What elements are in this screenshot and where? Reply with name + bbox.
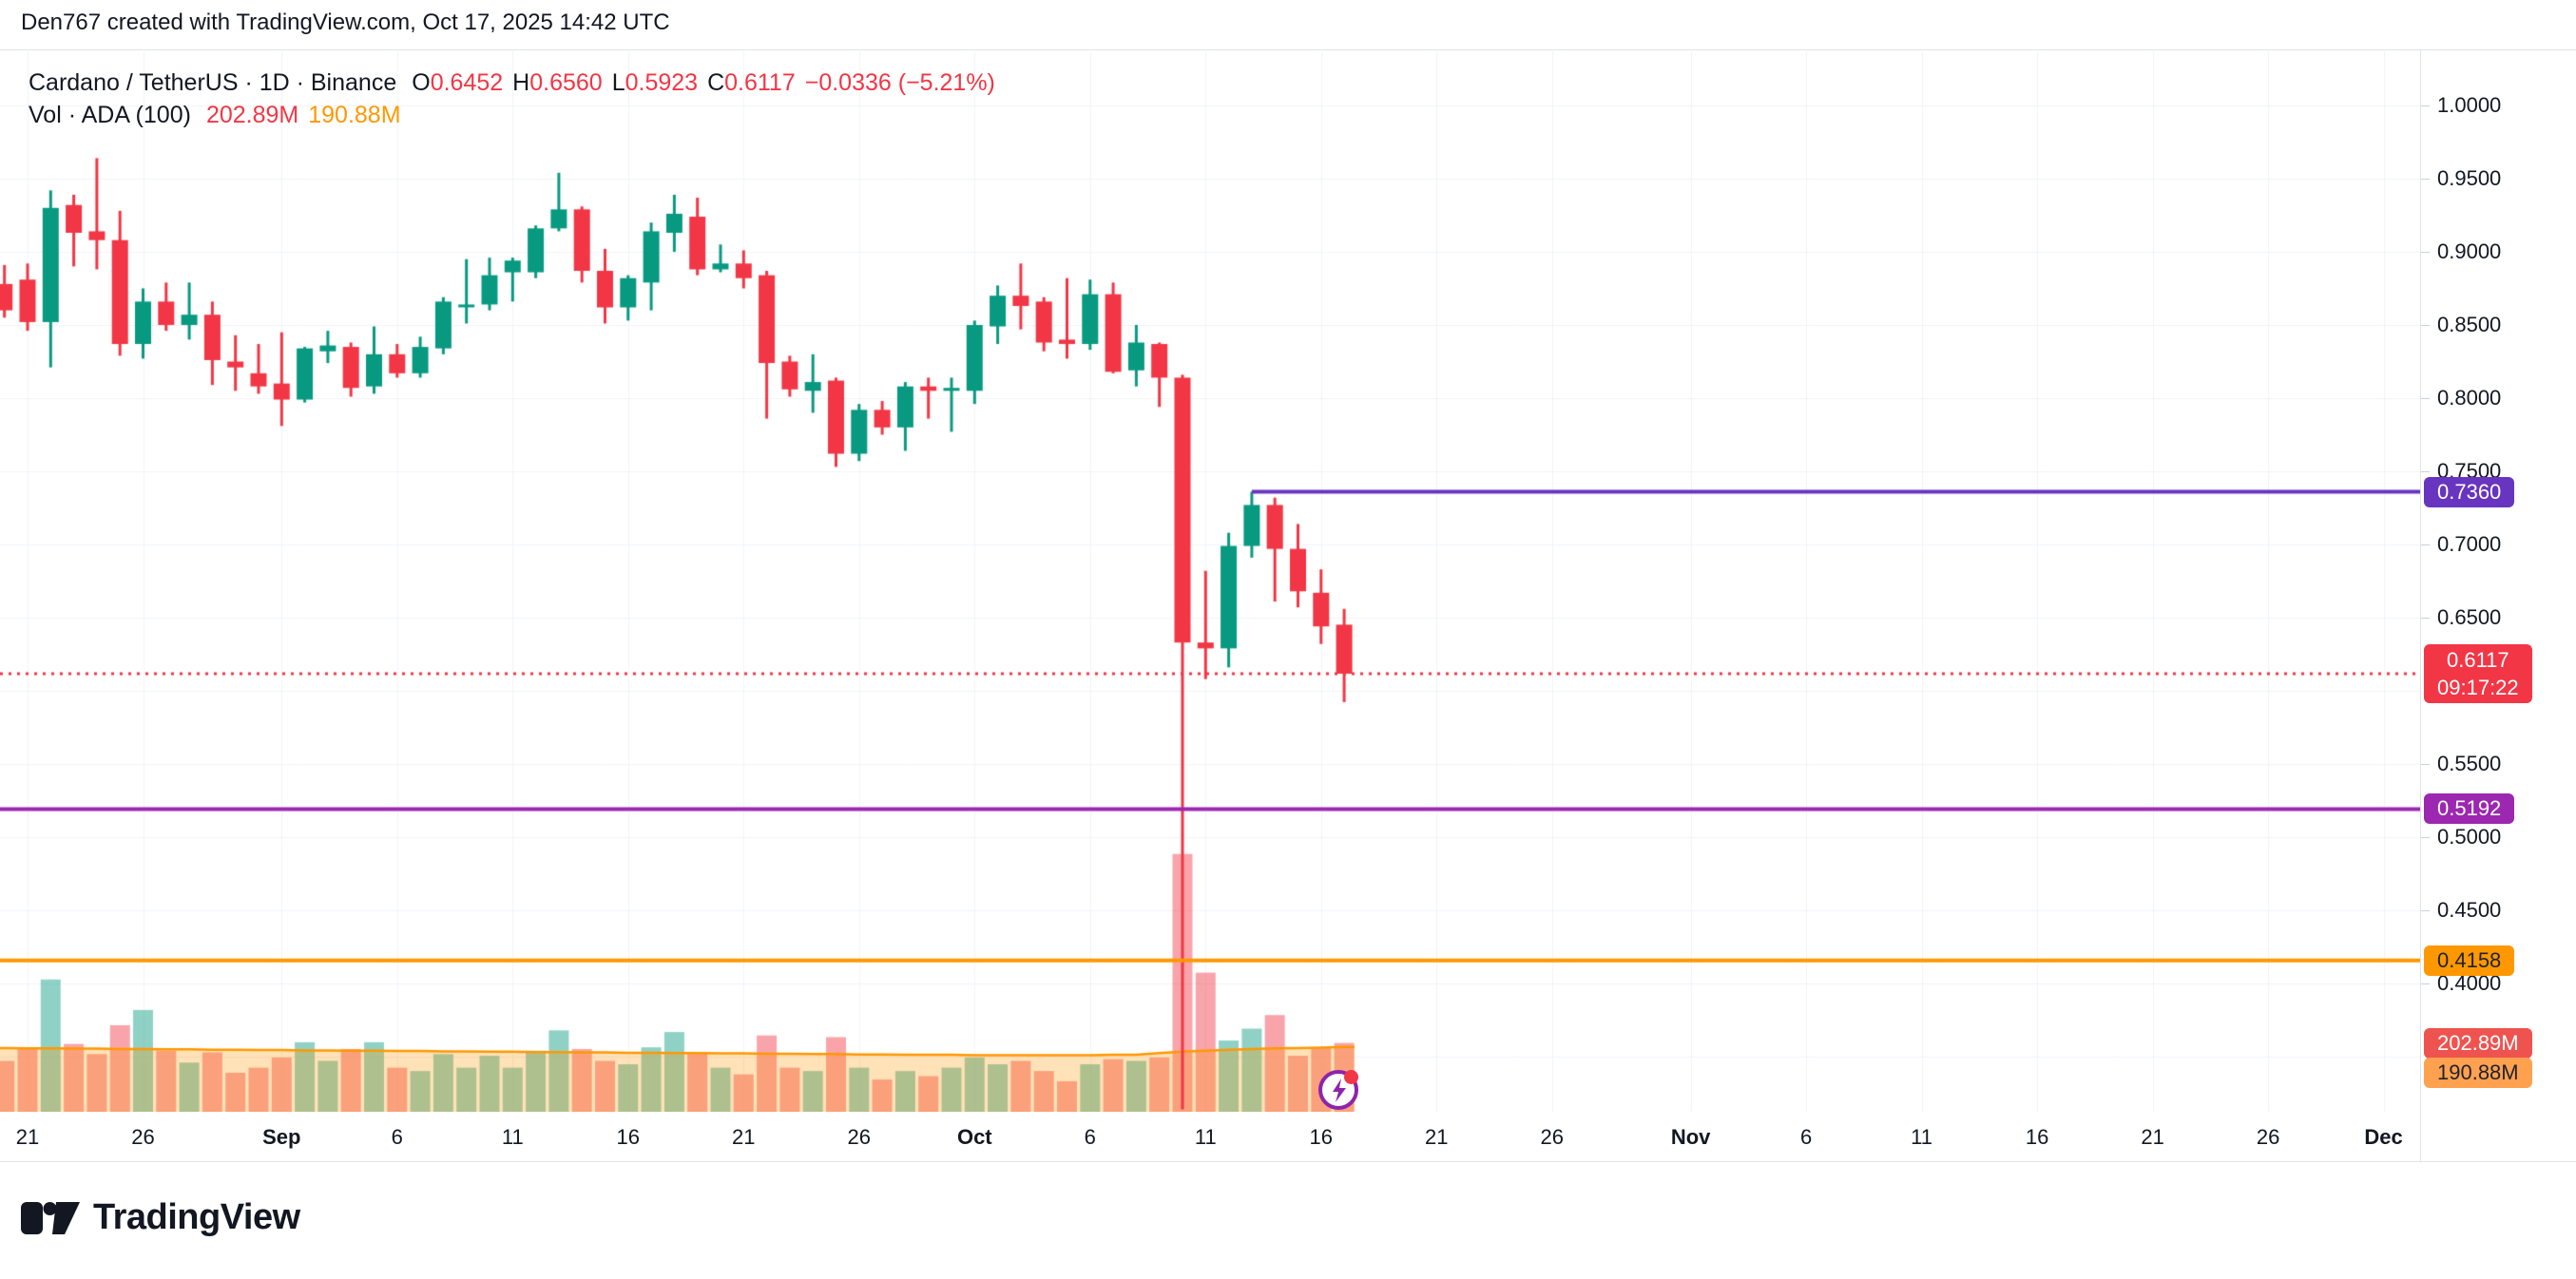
lightning-icon: [1333, 1079, 1346, 1102]
price-axis-tick: [2421, 471, 2430, 472]
time-axis-label: 21: [1425, 1125, 1449, 1149]
volume-ma-current-value: 190.88M: [308, 102, 401, 128]
volume-badge: 202.89M: [2424, 1027, 2532, 1059]
time-axis-label: 16: [616, 1125, 641, 1149]
symbol-title[interactable]: Cardano / TetherUS · 1D · Binance: [29, 69, 397, 96]
time-axis-label: 26: [131, 1125, 155, 1149]
volume-legend-row: Vol · ADA (100) 202.89M 190.88M: [29, 99, 995, 131]
tradingview-logo-text: TradingView: [93, 1197, 300, 1237]
chart-legend: Cardano / TetherUS · 1D · Binance O0.6452…: [29, 67, 995, 131]
time-axis-label: 26: [1540, 1125, 1565, 1149]
time-axis-label: 6: [1799, 1125, 1813, 1149]
time-axis-label: 21: [2141, 1125, 2164, 1149]
close-value: 0.6117: [724, 69, 796, 96]
price-axis-tick: [2421, 105, 2430, 106]
last-price-badge: 0.6117 09:17:22: [2424, 643, 2532, 703]
attribution-header: Den767 created with TradingView.com, Oct…: [21, 10, 670, 35]
notification-dot: [1344, 1070, 1358, 1084]
time-axis-label: Sep: [262, 1125, 301, 1149]
price-axis-label: 0.9000: [2437, 239, 2502, 263]
price-axis-label: 0.8000: [2437, 386, 2502, 410]
price-axis-label: 0.5000: [2437, 825, 2502, 849]
price-axis-tick: [2421, 983, 2430, 984]
price-chart-canvas[interactable]: [0, 49, 2420, 1112]
time-axis-label: 26: [2256, 1125, 2280, 1149]
open-value: 0.6452: [430, 69, 504, 96]
time-axis-label: 6: [391, 1125, 403, 1149]
price-axis-tick: [2421, 618, 2430, 619]
price-axis-tick: [2421, 398, 2430, 399]
level-badge-5192: 0.5192: [2424, 793, 2515, 825]
change-value: −0.0336 (−5.21%): [804, 69, 995, 96]
low-value: 0.5923: [625, 69, 699, 96]
lightning-marker-button[interactable]: [1318, 1070, 1358, 1110]
tradingview-footer-logo[interactable]: TradingView: [21, 1197, 300, 1238]
symbol-legend-row: Cardano / TetherUS · 1D · Binance O0.6452…: [29, 67, 995, 99]
volume-current-value: 202.89M: [205, 102, 299, 128]
time-axis-label: 16: [2025, 1125, 2049, 1149]
time-axis-label: 6: [1084, 1125, 1096, 1149]
price-axis-label: 0.9500: [2437, 166, 2502, 190]
price-axis-tick: [2421, 764, 2430, 765]
price-axis-label: 0.7000: [2437, 532, 2502, 556]
time-axis-label: 21: [15, 1125, 40, 1149]
time-axis-label: Dec: [2364, 1125, 2403, 1149]
time-axis-label: 11: [1194, 1125, 1217, 1149]
time-axis-bottom-border: [0, 1161, 2576, 1162]
level-badge-7360: 0.7360: [2424, 476, 2515, 507]
time-axis-label: 11: [1911, 1125, 1933, 1149]
level-badge-4158: 0.4158: [2424, 945, 2515, 976]
time-axis-label: Oct: [956, 1125, 992, 1149]
time-axis-label: Nov: [1670, 1125, 1711, 1149]
price-axis-tick: [2421, 325, 2430, 326]
time-axis-label: 11: [501, 1125, 524, 1149]
price-axis-label: 0.4500: [2437, 898, 2502, 922]
time-axis[interactable]: 21 26 Sep 6 11 16 21 26 Oct 6 11 16 21 26 Nov 6 11 16 21 26…: [0, 1112, 2420, 1161]
tradingview-logo-icon: [21, 1201, 80, 1234]
price-axis-label: 0.5500: [2437, 752, 2502, 775]
volume-ma-badge: 190.88M: [2424, 1057, 2532, 1088]
time-axis-label: 16: [1309, 1125, 1334, 1149]
open-label: O: [412, 69, 431, 96]
price-axis-tick: [2421, 544, 2430, 545]
high-label: H: [512, 69, 530, 96]
price-axis-label: 1.0000: [2437, 93, 2502, 117]
price-axis-label: 0.8500: [2437, 313, 2502, 336]
price-axis[interactable]: 1.0000 0.9500 0.9000 0.8500 0.8000 0.7500 0.70…: [2421, 49, 2576, 1161]
close-label: C: [707, 69, 725, 96]
low-label: L: [611, 69, 625, 96]
price-axis-tick: [2421, 252, 2430, 253]
time-axis-label: 26: [847, 1125, 872, 1149]
price-axis-tick: [2421, 910, 2430, 911]
price-axis-tick: [2421, 179, 2430, 180]
time-axis-label: 21: [732, 1125, 756, 1149]
price-axis-label: 0.6500: [2437, 605, 2502, 629]
price-axis-tick: [2421, 837, 2430, 838]
price-axis-separator: [2420, 49, 2421, 1161]
volume-study-title[interactable]: Vol · ADA (100): [29, 102, 191, 128]
high-value: 0.6560: [529, 69, 603, 96]
